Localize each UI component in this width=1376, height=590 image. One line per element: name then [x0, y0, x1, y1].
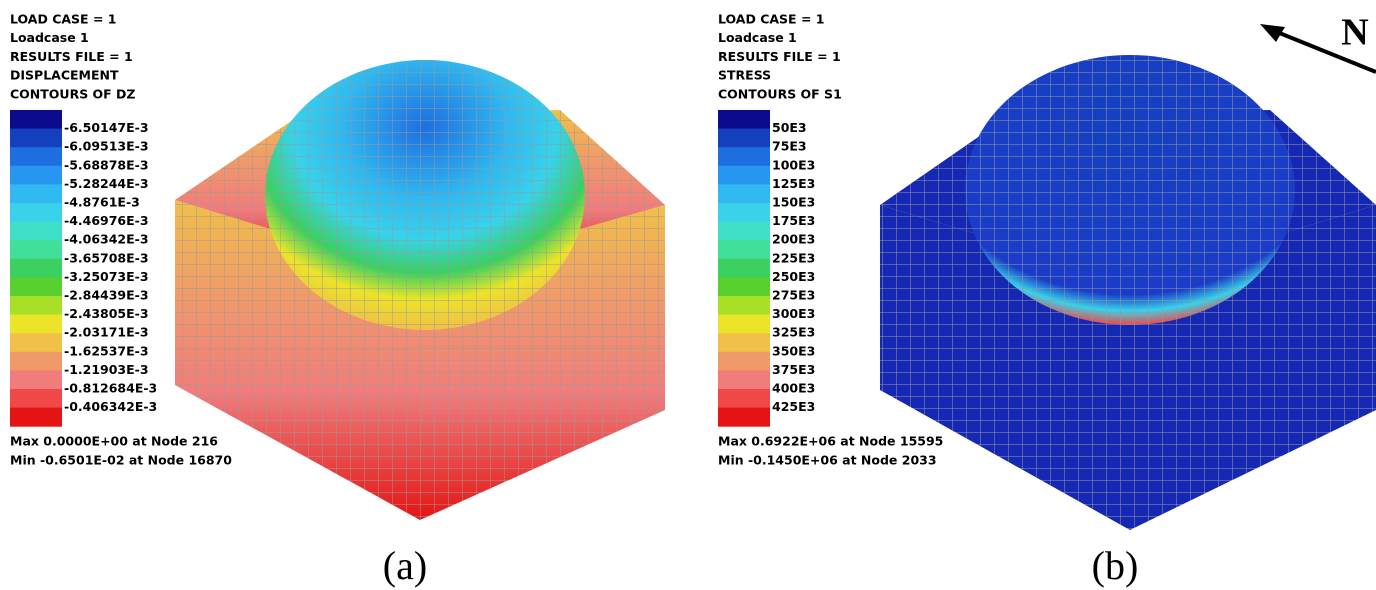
- legend-label: 75E3: [772, 139, 807, 154]
- legend-swatch: [718, 277, 770, 296]
- footer-line: Max 0.0000E+00 at Node 216: [10, 434, 218, 449]
- legend-swatch: [10, 277, 62, 296]
- legend-label: 175E3: [772, 213, 815, 228]
- legend-label: -4.46976E-3: [64, 213, 149, 228]
- legend-label: 275E3: [772, 288, 815, 303]
- legend-swatch: [718, 166, 770, 185]
- north-label: N: [1341, 12, 1368, 54]
- legend-swatch: [10, 352, 62, 371]
- legend-swatch: [10, 129, 62, 148]
- legend-label: 100E3: [772, 157, 815, 172]
- legend-swatch: [718, 296, 770, 315]
- legend-swatch: [718, 408, 770, 427]
- legend-label: -6.09513E-3: [64, 139, 149, 154]
- legend-label: -0.406342E-3: [64, 399, 157, 414]
- legend-swatch: [10, 259, 62, 278]
- legend-label: 325E3: [772, 325, 815, 340]
- header-line: Loadcase 1: [10, 30, 89, 45]
- header-line: CONTOURS OF DZ: [10, 86, 136, 101]
- footer-line: Min -0.1450E+06 at Node 2033: [718, 453, 937, 468]
- legend-label: 375E3: [772, 362, 815, 377]
- legend-label: -1.62537E-3: [64, 343, 149, 358]
- legend-label: -2.43805E-3: [64, 306, 149, 321]
- model-b: [880, 55, 1376, 530]
- legend-swatch: [10, 389, 62, 408]
- legend-swatch: [10, 408, 62, 427]
- legend-label: -2.84439E-3: [64, 288, 149, 303]
- legend-label: -3.25073E-3: [64, 269, 149, 284]
- legend-label: 425E3: [772, 399, 815, 414]
- legend-label: 150E3: [772, 195, 815, 210]
- legend-label: -0.812684E-3: [64, 381, 157, 396]
- legend-swatch: [718, 333, 770, 352]
- header-line: RESULTS FILE = 1: [10, 49, 133, 64]
- legend-label: 50E3: [772, 120, 807, 135]
- legend-swatch: [718, 147, 770, 166]
- legend-label: -6.50147E-3: [64, 120, 149, 135]
- legend-label: 225E3: [772, 250, 815, 265]
- legend-label: 350E3: [772, 343, 815, 358]
- legend-swatch: [10, 222, 62, 241]
- legend-label: -2.03171E-3: [64, 325, 149, 340]
- legend-swatch: [10, 240, 62, 259]
- legend-swatch: [10, 315, 62, 334]
- legend-swatch: [10, 333, 62, 352]
- figure: N LOAD CASE = 1 Loadcase 1 RESULTS FILE = …: [0, 0, 1376, 590]
- caption: (b): [1092, 543, 1139, 588]
- legend-label: -5.68878E-3: [64, 157, 149, 172]
- caption: (a): [383, 543, 427, 588]
- legend-swatch: [10, 203, 62, 222]
- legend-label: 125E3: [772, 176, 815, 191]
- legend-label: 200E3: [772, 232, 815, 247]
- header-line: LOAD CASE = 1: [718, 12, 824, 27]
- legend-label: -3.65708E-3: [64, 250, 149, 265]
- legend-swatch: [10, 147, 62, 166]
- model-a: [175, 60, 665, 520]
- legend-swatch: [718, 203, 770, 222]
- legend-label: -5.28244E-3: [64, 176, 149, 191]
- header-line: STRESS: [718, 68, 771, 83]
- legend-label: 300E3: [772, 306, 815, 321]
- legend-swatch: [718, 389, 770, 408]
- legend-swatch: [10, 296, 62, 315]
- legend-label: -4.8761E-3: [64, 195, 140, 210]
- legend-swatch: [718, 129, 770, 148]
- north-arrow: N: [1260, 12, 1376, 72]
- legend-swatch: [718, 259, 770, 278]
- legend-swatch: [10, 166, 62, 185]
- legend-swatch: [10, 370, 62, 389]
- legend-swatch: [10, 184, 62, 203]
- legend-swatch: [718, 352, 770, 371]
- legend-label: -4.06342E-3: [64, 232, 149, 247]
- footer-line: Min -0.6501E-02 at Node 16870: [10, 453, 232, 468]
- footer-line: Max 0.6922E+06 at Node 15595: [718, 434, 943, 449]
- header-line: DISPLACEMENT: [10, 68, 119, 83]
- header-line: Loadcase 1: [718, 30, 797, 45]
- legend-swatch: [718, 110, 770, 129]
- legend-label: -1.21903E-3: [64, 362, 149, 377]
- legend-swatch: [718, 370, 770, 389]
- legend-swatch: [718, 184, 770, 203]
- legend-label: 400E3: [772, 381, 815, 396]
- header-line: LOAD CASE = 1: [10, 12, 116, 27]
- legend-swatch: [718, 315, 770, 334]
- legend-swatch: [718, 240, 770, 259]
- header-line: RESULTS FILE = 1: [718, 49, 841, 64]
- header-line: CONTOURS OF S1: [718, 86, 842, 101]
- legend-swatch: [718, 222, 770, 241]
- legend-swatch: [10, 110, 62, 129]
- legend-label: 250E3: [772, 269, 815, 284]
